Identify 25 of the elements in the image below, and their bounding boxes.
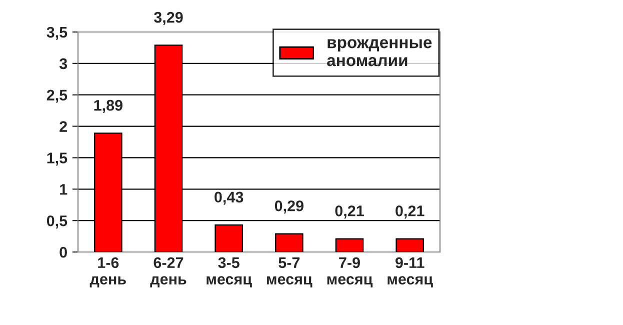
y-tick-label: 0,5 (46, 215, 68, 228)
bar (335, 238, 364, 252)
x-tick-label: 7-9 месяц (327, 257, 373, 288)
data-label: 1,89 (94, 100, 122, 113)
y-tick-label: 2 (60, 121, 67, 132)
x-tick-label: 6-27 день (150, 257, 186, 288)
data-label: 0,29 (274, 200, 304, 214)
y-tick-label: 0 (60, 246, 67, 258)
data-label: 0,21 (396, 206, 424, 219)
x-tick-label: 9-11 месяц (388, 257, 433, 288)
y-tick-label: 3 (59, 58, 68, 70)
data-label: 3,29 (154, 12, 183, 25)
y-tick-label: 3,5 (46, 26, 68, 40)
bar (275, 233, 304, 252)
x-tick-label: 5-7 месяц (267, 257, 312, 288)
y-tick-label: 1 (60, 184, 68, 195)
y-tick-label: 1,5 (47, 152, 68, 166)
bar (396, 238, 424, 252)
x-tick-label: 3-5 месяц (206, 257, 252, 288)
data-label: 0,43 (214, 192, 244, 205)
y-tick-label: 2,5 (46, 90, 68, 103)
x-tick-label: 1-6 день (90, 257, 126, 288)
legend-label: врожденные аномалии (327, 39, 432, 66)
data-label: 0,21 (335, 206, 364, 219)
bar (214, 224, 243, 252)
